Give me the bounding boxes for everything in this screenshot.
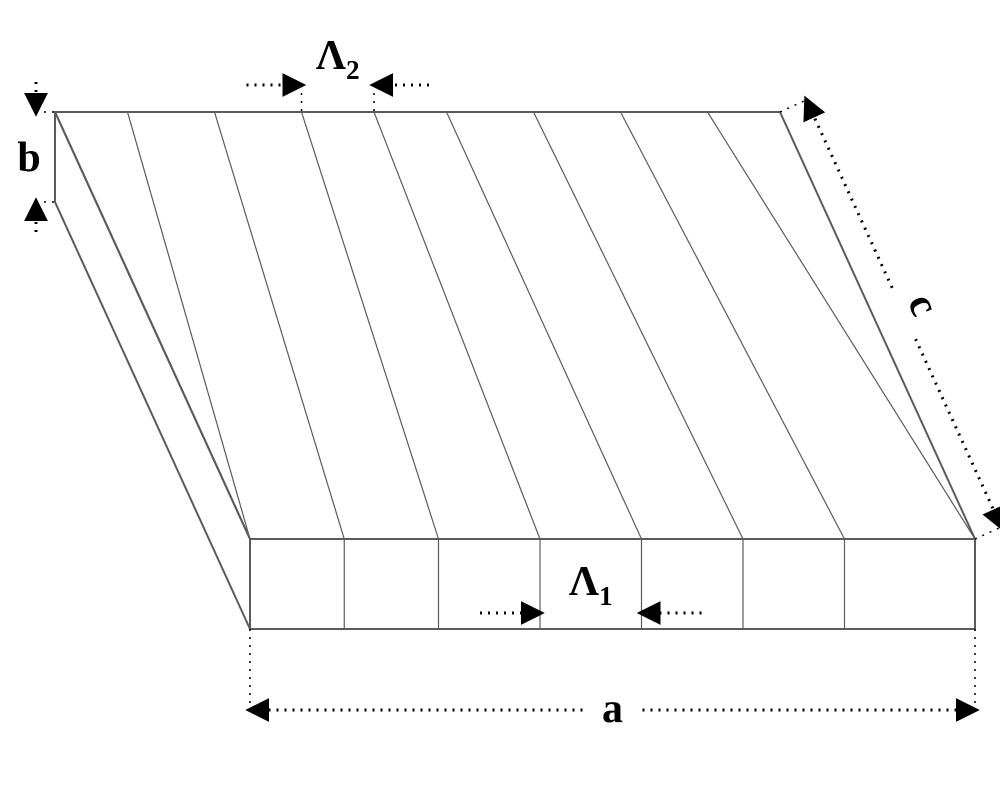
left-face xyxy=(55,112,250,629)
label-c: c xyxy=(898,287,948,323)
dim-lambda2 xyxy=(247,85,430,112)
dim-c xyxy=(780,100,1000,539)
label-lambda2: Λ2 xyxy=(316,33,360,85)
label-lambda1: Λ1 xyxy=(569,559,613,611)
internal-top-lines xyxy=(128,112,976,539)
label-b: b xyxy=(17,135,40,181)
label-a: a xyxy=(602,686,623,732)
diagram-svg: Λ2 b c Λ1 a xyxy=(0,0,1000,788)
